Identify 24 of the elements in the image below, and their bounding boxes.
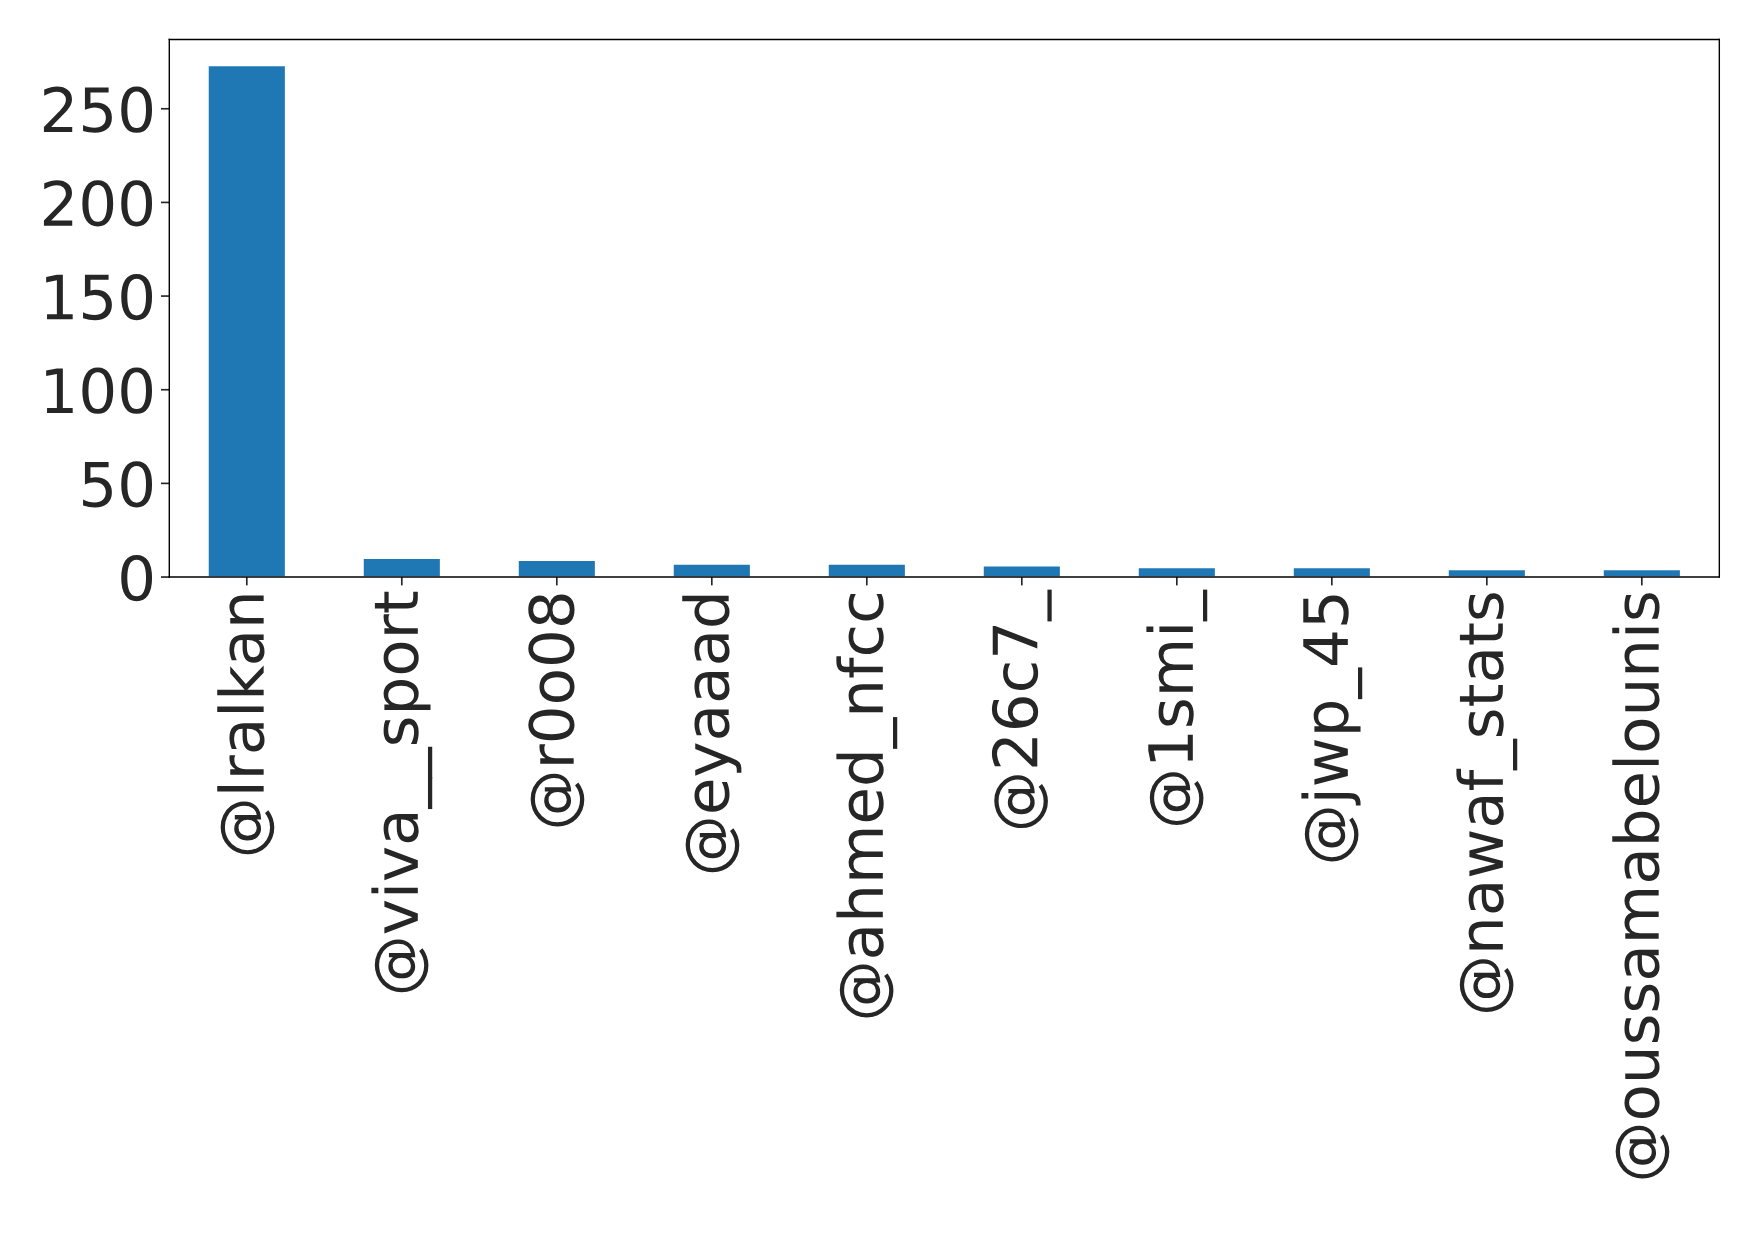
bar <box>1292 566 1372 578</box>
x-tick-label: @26c7_ <box>991 589 1052 829</box>
x-tick-label: @lralkan <box>217 595 275 855</box>
y-tick-label: 150 <box>46 273 153 321</box>
x-tick-label: @viva__sport <box>371 591 433 993</box>
y-tick-label: 100 <box>46 367 153 414</box>
x-tick-label: @ahmed_nfcc <box>836 594 898 1018</box>
bar <box>517 559 597 578</box>
bar <box>207 64 287 578</box>
bar <box>362 557 442 578</box>
y-tick-label: 0 <box>121 554 153 602</box>
bar <box>982 565 1062 578</box>
y-tick-label: 200 <box>43 180 153 227</box>
y-tick-label: 50 <box>83 461 153 508</box>
y-tick-label: 250 <box>43 86 153 133</box>
bar <box>1137 566 1217 578</box>
x-tick-label: @1smi_ <box>1146 589 1208 826</box>
x-tick-label: @eyaaad <box>682 595 742 873</box>
x-tick-label: @jwp_45 <box>1301 595 1363 862</box>
bar <box>672 563 752 578</box>
bar <box>827 563 907 578</box>
x-tick-label: @nawaf_stats <box>1456 593 1518 1013</box>
x-tick-label: @oussamabelounis <box>1612 593 1670 1179</box>
x-tick-label: @r0o08 <box>528 594 585 827</box>
